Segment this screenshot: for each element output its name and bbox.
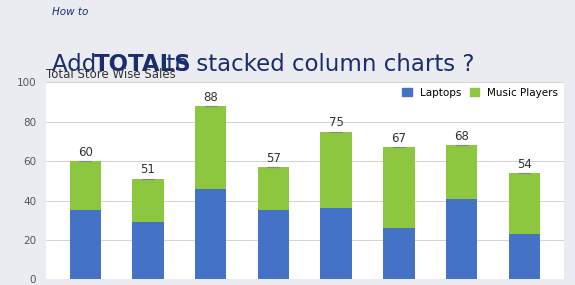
Text: 75: 75 bbox=[329, 116, 343, 129]
Text: 60: 60 bbox=[78, 146, 93, 159]
Text: to stacked column charts ?: to stacked column charts ? bbox=[159, 53, 474, 76]
Bar bbox=[70, 210, 101, 279]
Bar bbox=[383, 228, 415, 279]
Text: Add: Add bbox=[52, 53, 104, 76]
Text: 88: 88 bbox=[204, 91, 218, 104]
Bar bbox=[509, 173, 540, 234]
Bar bbox=[258, 167, 289, 210]
Bar bbox=[132, 179, 164, 222]
Bar bbox=[383, 147, 415, 228]
Text: How to: How to bbox=[52, 7, 89, 17]
Bar bbox=[446, 145, 477, 199]
Bar bbox=[509, 234, 540, 279]
Bar bbox=[320, 208, 352, 279]
Bar bbox=[132, 222, 164, 279]
Text: Total Store Wise Sales: Total Store Wise Sales bbox=[46, 68, 176, 81]
Text: 57: 57 bbox=[266, 152, 281, 165]
Text: TOTALS: TOTALS bbox=[94, 53, 191, 76]
Bar bbox=[320, 132, 352, 208]
Text: 54: 54 bbox=[517, 158, 532, 171]
Legend: Laptops, Music Players: Laptops, Music Players bbox=[402, 87, 558, 97]
Text: 67: 67 bbox=[392, 132, 407, 145]
Bar bbox=[195, 106, 227, 189]
Text: 51: 51 bbox=[140, 164, 155, 176]
Bar bbox=[258, 210, 289, 279]
Bar bbox=[195, 189, 227, 279]
Text: 68: 68 bbox=[454, 130, 469, 143]
Bar bbox=[70, 161, 101, 210]
Bar bbox=[446, 199, 477, 279]
